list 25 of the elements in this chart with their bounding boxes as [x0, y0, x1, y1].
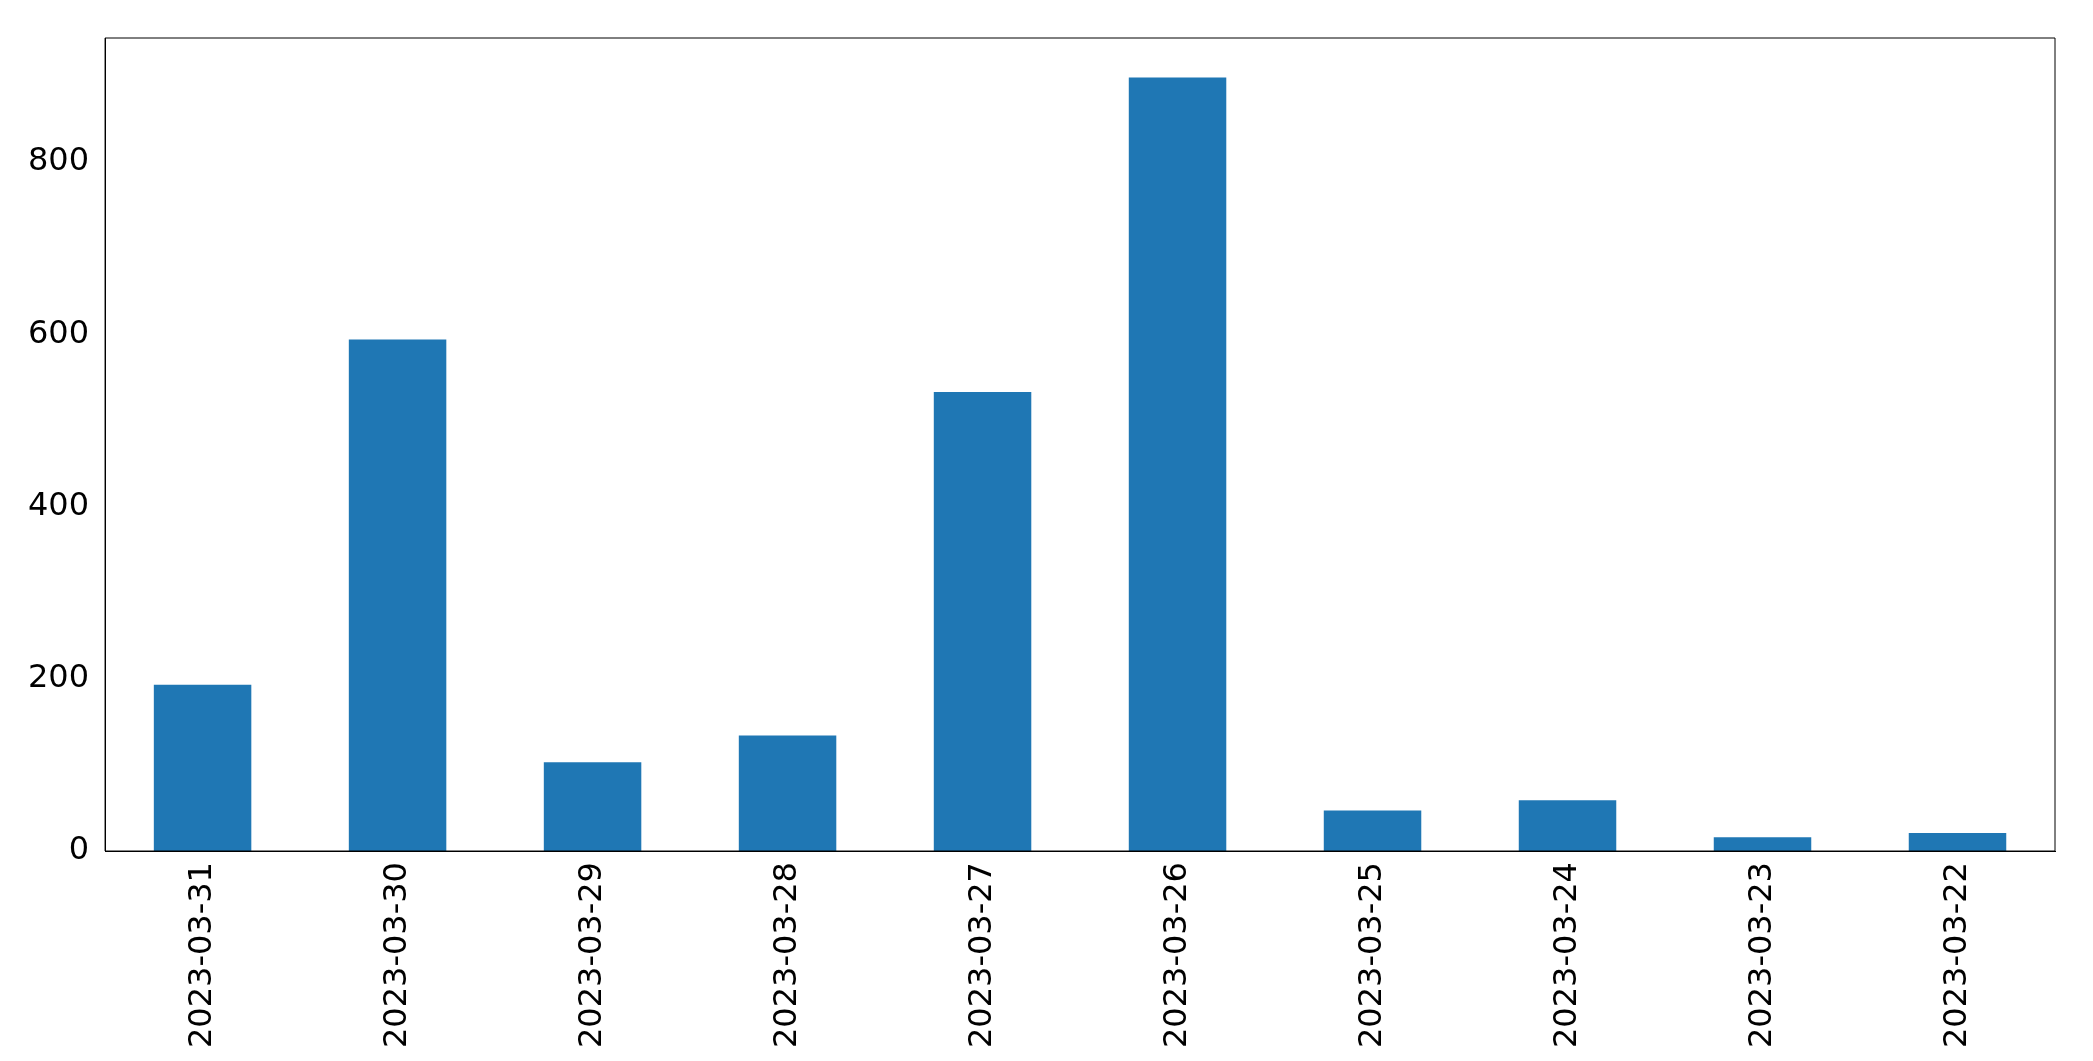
y-tick-label: 400: [28, 484, 90, 523]
x-tick-label: 2023-03-26: [1155, 862, 1194, 1048]
y-tick-label: 800: [28, 140, 90, 179]
x-tick-label: 2023-03-27: [960, 862, 999, 1048]
x-tick-label: 2023-03-25: [1350, 862, 1389, 1048]
bar: [1128, 77, 1227, 852]
bar: [1713, 837, 1812, 852]
x-tick-label: 2023-03-23: [1740, 862, 1779, 1048]
bar: [1323, 810, 1422, 852]
bar: [933, 391, 1032, 852]
bar: [348, 339, 447, 852]
bar: [153, 684, 252, 852]
y-tick-label: 200: [28, 657, 90, 696]
bar: [1518, 800, 1617, 852]
x-tick-label: 2023-03-29: [570, 862, 609, 1048]
bar: [738, 735, 837, 852]
bar: [1908, 832, 2007, 852]
x-tick-label: 2023-03-22: [1935, 862, 1974, 1048]
x-tick-label: 2023-03-30: [375, 862, 414, 1048]
bar: [543, 762, 642, 852]
x-tick-label: 2023-03-28: [765, 862, 804, 1048]
x-tick-label: 2023-03-31: [180, 862, 219, 1048]
y-tick-label: 0: [68, 829, 90, 868]
x-tick-label: 2023-03-24: [1545, 862, 1584, 1048]
y-tick-label: 600: [28, 312, 90, 351]
